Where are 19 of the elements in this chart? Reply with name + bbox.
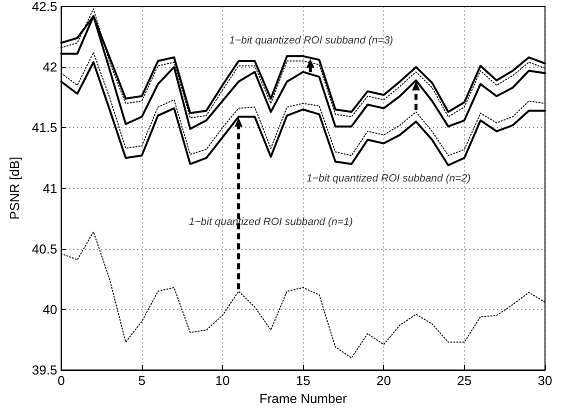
annotation: 1−bit quantized ROI subband (n=3)	[229, 34, 394, 46]
annotation: 1−bit quantized ROI subband (n=1)	[188, 216, 353, 228]
x-tick-label: 5	[138, 373, 146, 388]
x-tick-label: 0	[58, 373, 65, 388]
x-tick-label: 10	[215, 373, 230, 388]
x-axis-title: Frame Number	[259, 390, 348, 406]
y-tick-label: 42	[42, 60, 58, 75]
x-tick-label: 30	[538, 373, 552, 388]
x-tick-label: 25	[457, 373, 472, 388]
y-tick-label: 41.5	[32, 120, 58, 136]
y-axis-title: PSNR [dB]	[7, 156, 22, 220]
y-tick-label: 41	[42, 180, 58, 196]
annotation: 1−bit quantized ROI subband (n=2)	[306, 172, 471, 185]
x-tick-label: 15	[296, 373, 310, 388]
y-tick-label: 42.5	[32, 0, 58, 14]
y-tick-label: 40.5	[32, 241, 58, 256]
y-tick-label: 40	[42, 302, 58, 317]
y-tick-label: 39.5	[32, 362, 58, 378]
x-tick-label: 20	[376, 373, 391, 388]
